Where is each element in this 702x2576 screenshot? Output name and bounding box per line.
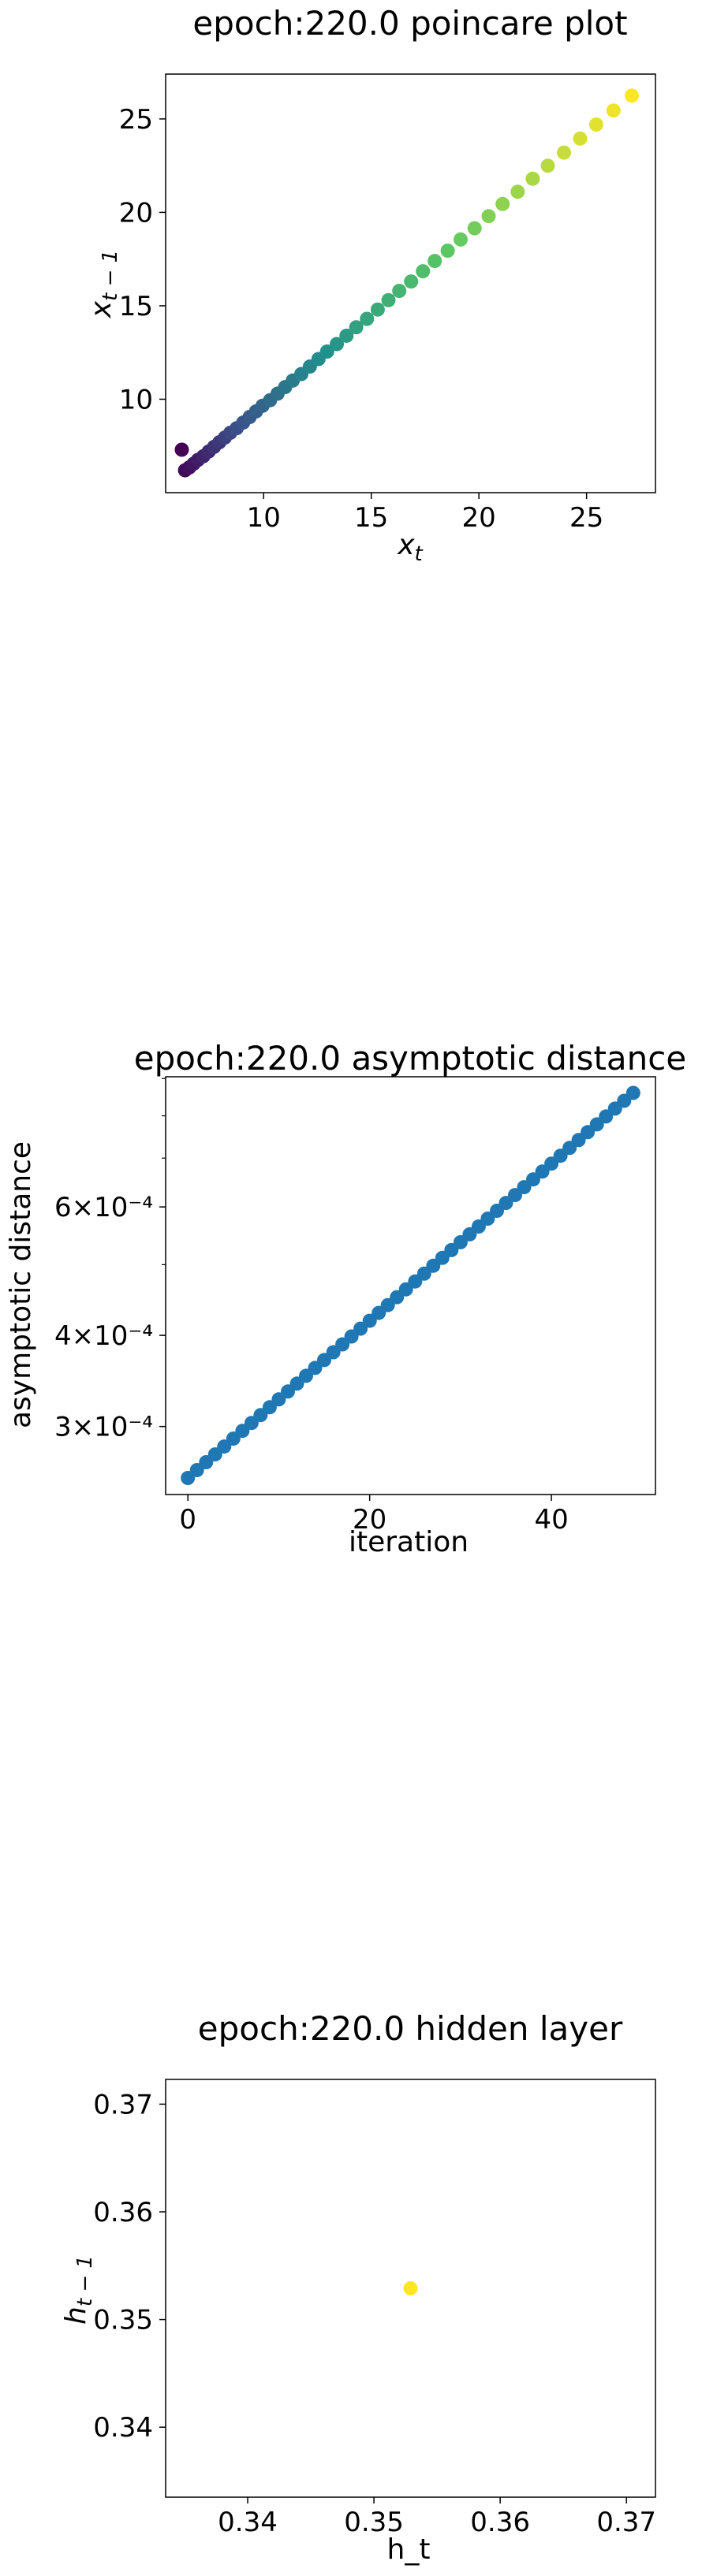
x-axis-label: xt: [397, 529, 423, 566]
data-point: [625, 88, 639, 103]
data-point: [573, 131, 588, 146]
poincare-points: [174, 88, 639, 478]
y-axis-label: asymptotic distance: [5, 1141, 37, 1428]
data-point: [370, 302, 385, 317]
data-point: [174, 442, 189, 457]
x-tick-label: 10: [247, 502, 281, 534]
plot-frame: [165, 2079, 656, 2498]
y-axis-label: ht − 1: [60, 2255, 97, 2325]
data-point: [540, 158, 555, 173]
data-point: [381, 292, 396, 307]
y-tick-label: 10: [119, 384, 153, 415]
data-point: [510, 184, 525, 199]
data-point: [416, 264, 431, 279]
y-axis-label: xt − 1: [85, 250, 122, 318]
poincare-chart: epoch:220.0 poincare plot 10 15 20 25 10 15 2…: [85, 4, 656, 566]
data-point: [428, 254, 442, 269]
hidden-layer-chart: epoch:220.0 hidden layer 0.34 0.35 0.36 0.3…: [60, 2009, 656, 2566]
x-axis-ticks: 0 20 40: [179, 1495, 569, 1536]
x-tick-label: 40: [534, 1504, 568, 1536]
x-axis-ticks: 0.34 0.35 0.36 0.37: [218, 2497, 656, 2538]
data-point: [440, 244, 455, 258]
y-axis-ticks: 10 15 20 25: [119, 104, 166, 415]
x-axis-label: h_t: [387, 2533, 431, 2566]
data-point: [360, 311, 375, 326]
asymptotic-distance-points: [181, 1085, 640, 1485]
data-point: [467, 221, 482, 236]
asymptotic-distance-chart: epoch:220.0 asymptotic distance 0 20 40 3×…: [5, 1039, 686, 1558]
y-axis-ticks: 3×10⁻⁴ 4×10⁻⁴ 6×10⁻⁴: [54, 1078, 166, 1443]
x-tick-label: 0.36: [470, 2507, 530, 2538]
plot-frame: [165, 1076, 656, 1495]
plot-frame: [165, 73, 656, 493]
data-point: [349, 320, 364, 335]
x-tick-label: 0.37: [596, 2507, 656, 2538]
data-point: [339, 328, 354, 343]
x-tick-label: 20: [462, 502, 496, 534]
y-tick-label: 3×10⁻⁴: [54, 1412, 153, 1443]
x-tick-label: 0.34: [218, 2507, 278, 2538]
y-tick-label: 20: [119, 197, 153, 229]
data-point: [330, 337, 344, 352]
y-tick-label: 0.35: [93, 2305, 153, 2336]
x-tick-label: 0.35: [344, 2507, 404, 2538]
x-tick-label: 20: [353, 1504, 386, 1536]
x-axis-ticks: 10 15 20 25: [247, 493, 603, 534]
hidden-layer-points: [403, 2281, 418, 2295]
data-point: [392, 284, 407, 298]
data-point: [319, 344, 334, 359]
y-tick-label: 0.37: [93, 2089, 153, 2120]
y-axis-ticks: 0.34 0.35 0.36 0.37: [93, 2089, 166, 2444]
data-point: [404, 274, 419, 289]
data-point: [588, 117, 603, 132]
data-point: [525, 171, 540, 186]
data-point: [557, 145, 571, 160]
data-point: [625, 1085, 640, 1100]
y-tick-label: 0.34: [93, 2412, 153, 2444]
data-point: [454, 232, 468, 247]
data-point: [403, 2281, 418, 2295]
y-tick-label: 0.36: [93, 2197, 153, 2228]
y-tick-label: 4×10⁻⁴: [54, 1320, 153, 1352]
data-point: [481, 209, 496, 224]
x-axis-label: iteration: [349, 1526, 469, 1558]
y-tick-label: 15: [119, 291, 153, 322]
x-tick-label: 15: [354, 502, 388, 534]
chart-title: epoch:220.0 asymptotic distance: [134, 1039, 686, 1078]
y-tick-label: 25: [119, 104, 153, 136]
data-point: [495, 196, 510, 211]
data-point: [606, 103, 621, 118]
x-tick-label: 0: [179, 1504, 196, 1536]
chart-title: epoch:220.0 hidden layer: [198, 2009, 623, 2048]
x-tick-label: 25: [569, 502, 603, 534]
y-tick-label: 6×10⁻⁴: [54, 1192, 153, 1223]
chart-title: epoch:220.0 poincare plot: [192, 4, 627, 43]
